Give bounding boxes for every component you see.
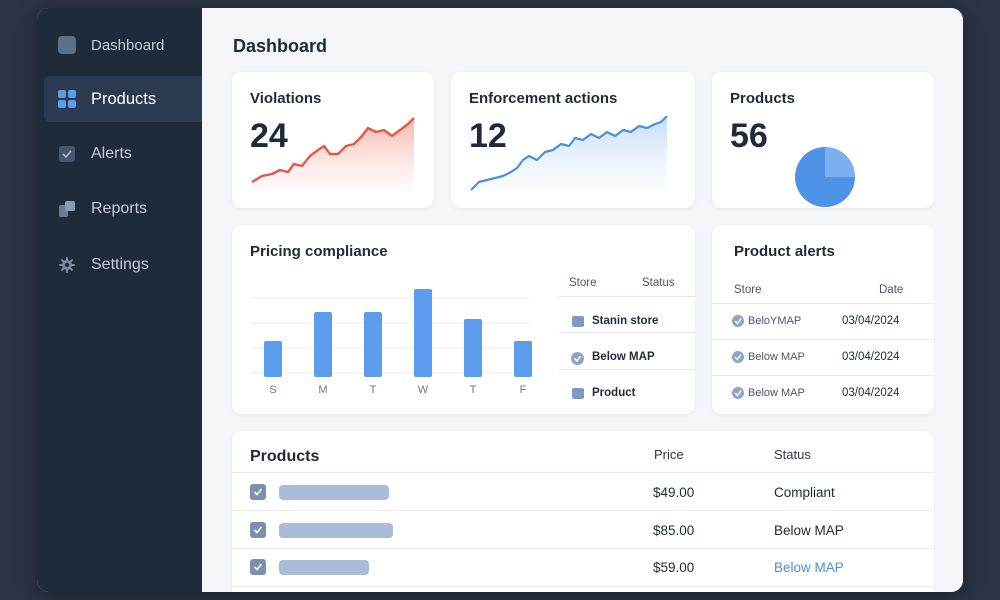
sidebar-item-label: Settings [91, 256, 149, 273]
row-checkbox[interactable] [250, 559, 266, 575]
chart-bar[interactable] [264, 341, 282, 377]
violations-count: 24 [250, 117, 288, 155]
divider [232, 510, 934, 511]
enforcement-sparkline [470, 116, 668, 192]
check-circle-icon [571, 352, 584, 365]
grid-icon [58, 90, 76, 108]
alert-store: BeloYMAP [748, 315, 802, 327]
list-icon [572, 388, 584, 399]
sidebar-item-settings[interactable]: Settings [44, 242, 202, 288]
store-product: Product [592, 387, 636, 399]
chart-bar[interactable] [364, 312, 382, 377]
row-checkbox[interactable] [250, 484, 266, 500]
chart-x-tick-label: W [418, 384, 429, 396]
sidebar-item-products[interactable]: Products [44, 76, 202, 122]
violations-sparkline [251, 117, 415, 192]
sidebar-item-reports[interactable]: Reports [44, 186, 202, 232]
product-price: $59.00 [653, 560, 695, 575]
table-header-status: Status [642, 277, 675, 289]
chart-bar[interactable] [514, 341, 532, 377]
message-icon [572, 316, 584, 327]
check-circle-icon [732, 387, 744, 399]
table-header-date: Date [879, 284, 904, 296]
alert-store: Below MAP [748, 387, 805, 399]
gear-icon [58, 256, 76, 274]
table-header-store: Store [734, 284, 762, 296]
sidebar-item-alerts[interactable]: Alerts [44, 131, 202, 177]
sidebar-item-label: Alerts [91, 145, 132, 162]
alert-date: 03/04/2024 [842, 315, 900, 327]
chart-bar[interactable] [314, 312, 332, 377]
card-title: Violations [250, 90, 322, 107]
sidebar-item-label: Products [91, 89, 157, 108]
check-square-icon [58, 145, 76, 163]
alert-date: 03/04/2024 [842, 351, 900, 363]
app-window: Dashboard Products Alerts Repo [37, 8, 963, 592]
check-circle-icon [732, 315, 744, 327]
divider [712, 303, 934, 304]
alert-store: Below MAP [748, 351, 805, 363]
store-name: Stanin store [592, 315, 659, 327]
product-status: Compliant [774, 485, 835, 500]
row-checkbox[interactable] [250, 522, 266, 538]
divider [559, 296, 695, 297]
card-title: Enforcement actions [469, 90, 618, 107]
products-pie-chart [795, 147, 855, 207]
product-name-placeholder [279, 523, 393, 538]
alert-date: 03/04/2024 [842, 387, 900, 399]
card-title: Product alerts [734, 243, 835, 260]
products-summary-card[interactable]: Products 56 [712, 72, 934, 208]
check-circle-icon [732, 351, 744, 363]
sidebar-item-label: Dashboard [91, 36, 165, 54]
divider [559, 369, 695, 370]
chart-bar[interactable] [464, 319, 482, 377]
table-title: Products [250, 448, 320, 465]
reports-icon [58, 200, 76, 218]
divider [712, 339, 934, 340]
divider [232, 586, 934, 587]
column-header-status[interactable]: Status [774, 447, 811, 462]
violations-card[interactable]: Violations 24 [232, 72, 434, 208]
chart-x-tick-label: F [520, 384, 527, 396]
card-title: Pricing compliance [250, 243, 388, 260]
product-name-placeholder [279, 560, 369, 575]
card-title: Products [730, 90, 796, 107]
page-title: Dashboard [233, 36, 328, 56]
divider [232, 472, 934, 473]
chart-x-tick-label: T [470, 384, 477, 396]
divider [559, 332, 695, 333]
sidebar-item-label: Reports [91, 200, 148, 217]
product-price: $85.00 [653, 523, 695, 538]
product-status-link[interactable]: Below MAP [774, 560, 844, 575]
product-alerts-card: Product alerts Store Date BeloYMAP 03/04… [712, 225, 934, 414]
product-name-placeholder [279, 485, 389, 500]
chart-x-tick-label: S [269, 384, 276, 396]
chart-bar[interactable] [414, 289, 432, 377]
chart-x-tick-label: M [318, 384, 327, 396]
divider [232, 548, 934, 549]
table-header-store: Store [569, 277, 597, 289]
store-status: Below MAP [592, 351, 655, 363]
sidebar: Dashboard Products Alerts Repo [37, 8, 202, 592]
product-price: $49.00 [653, 485, 695, 500]
column-header-price[interactable]: Price [654, 447, 684, 462]
divider [712, 375, 934, 376]
dashboard-icon [58, 36, 76, 54]
sidebar-item-dashboard[interactable]: Dashboard [44, 22, 202, 68]
enforcement-count: 12 [469, 117, 507, 155]
main-content: Dashboard Violations 24 Enforcement acti… [202, 8, 963, 592]
products-table-card: Products Price Status $49.00 Compliant $… [232, 431, 934, 592]
enforcement-card[interactable]: Enforcement actions 12 [451, 72, 695, 208]
pricing-compliance-card: Pricing compliance S M T W T F Store Status S… [232, 225, 695, 414]
products-count: 56 [730, 117, 768, 155]
chart-x-tick-label: T [370, 384, 377, 396]
product-status: Below MAP [774, 523, 844, 538]
